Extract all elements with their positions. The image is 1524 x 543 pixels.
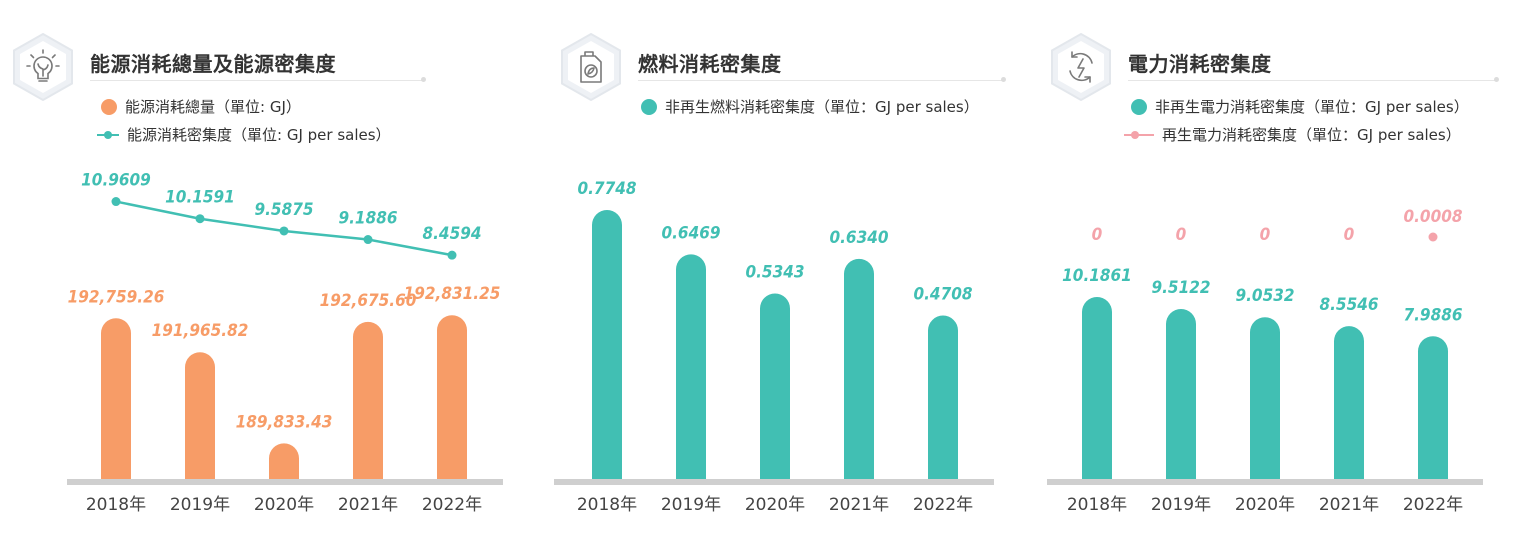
legend-item: 非再生電力消耗密集度（單位：GJ per sales） xyxy=(1131,96,1469,117)
bar xyxy=(1418,336,1448,479)
panel-title: 燃料消耗密集度 xyxy=(638,52,782,76)
data-label: 192,831.25 xyxy=(404,284,501,304)
data-label: 8.4594 xyxy=(422,224,481,244)
x-tick-label: 2022年 xyxy=(1403,495,1463,515)
fuel-panel: 燃料消耗密集度 非再生燃料消耗密集度（單位：GJ per sales） 0.77… xyxy=(548,0,1018,543)
legend-item: 能源消耗總量（單位: GJ） xyxy=(101,96,301,117)
data-label: 0.4708 xyxy=(913,285,972,305)
data-label: 8.5546 xyxy=(1319,295,1378,315)
data-label: 10.9609 xyxy=(81,171,151,191)
energy-panel: 能源消耗總量及能源密集度 能源消耗總量（單位: GJ） 能源消耗密集度（單位: … xyxy=(0,0,510,543)
fuel-can-icon xyxy=(556,32,626,102)
data-label: 0.0008 xyxy=(1403,207,1462,227)
data-label: 0.6469 xyxy=(661,223,720,243)
x-tick-label: 2021年 xyxy=(829,495,889,515)
bar xyxy=(676,254,706,479)
x-axis xyxy=(554,479,994,485)
data-label: 0.5343 xyxy=(745,262,804,282)
data-label: 9.5875 xyxy=(254,200,313,220)
x-tick-label: 2020年 xyxy=(1235,495,1295,515)
title-divider-dot xyxy=(1494,77,1499,82)
x-tick-label: 2020年 xyxy=(254,495,314,515)
bar xyxy=(760,293,790,479)
x-tick-label: 2019年 xyxy=(1151,495,1211,515)
x-tick-label: 2018年 xyxy=(86,495,146,515)
data-label: 0.7748 xyxy=(577,179,636,199)
data-label: 0 xyxy=(1176,225,1187,245)
data-label: 10.1861 xyxy=(1062,266,1132,286)
data-label: 192,759.26 xyxy=(68,287,165,307)
legend-marker xyxy=(1124,128,1154,142)
bar xyxy=(928,315,958,479)
data-label: 0 xyxy=(1092,225,1103,245)
x-axis xyxy=(67,479,503,485)
x-tick-label: 2022年 xyxy=(913,495,973,515)
bar xyxy=(101,318,131,479)
bar xyxy=(1166,309,1196,479)
data-label: 9.5122 xyxy=(1151,278,1210,298)
bar xyxy=(437,315,467,479)
data-label: 0 xyxy=(1260,225,1271,245)
legend-item: 非再生燃料消耗密集度（單位：GJ per sales） xyxy=(641,96,979,117)
line-point xyxy=(447,250,457,260)
data-label: 9.0532 xyxy=(1235,286,1294,306)
line-point xyxy=(1428,232,1438,242)
bar xyxy=(185,352,215,479)
data-label: 192,675.60 xyxy=(320,291,417,311)
legend-item: 能源消耗密集度（單位: GJ per sales） xyxy=(97,124,391,145)
energy-chart: 192,759.26 191,965.82 189,833.43 192,675.60… xyxy=(67,171,503,515)
data-label: 10.1591 xyxy=(165,188,235,208)
x-tick-label: 2018年 xyxy=(1067,495,1127,515)
line-point xyxy=(111,197,121,207)
bar xyxy=(844,258,874,479)
legend-marker xyxy=(101,98,117,115)
x-axis xyxy=(1047,479,1483,485)
legend-marker xyxy=(97,128,119,142)
x-tick-label: 2018年 xyxy=(577,495,637,515)
legend-marker xyxy=(641,98,657,115)
bar xyxy=(353,321,383,479)
fuel-chart: 0.7748 0.6469 0.5343 0.6340 0.4708 2018年 2019年… xyxy=(554,179,994,515)
title-divider xyxy=(638,80,1003,81)
x-tick-label: 2019年 xyxy=(170,495,230,515)
bar xyxy=(269,443,299,479)
title-divider xyxy=(1128,80,1495,81)
x-tick-label: 2021年 xyxy=(338,495,398,515)
title-divider-dot xyxy=(421,77,426,82)
x-tick-label: 2020年 xyxy=(745,495,805,515)
data-label: 189,833.43 xyxy=(236,412,333,432)
line-point xyxy=(279,226,289,236)
panel-title: 電力消耗密集度 xyxy=(1128,52,1272,76)
x-tick-label: 2019年 xyxy=(661,495,721,515)
legend-item: 再生電力消耗密集度（單位：GJ per sales） xyxy=(1124,124,1461,145)
electricity-panel: 電力消耗密集度 非再生電力消耗密集度（單位：GJ per sales） 再生電力… xyxy=(1038,0,1524,543)
panel-title: 能源消耗總量及能源密集度 xyxy=(90,52,336,76)
line-point xyxy=(195,214,205,224)
title-divider xyxy=(90,80,423,81)
data-label: 7.9886 xyxy=(1403,305,1462,325)
data-label: 0.6340 xyxy=(829,228,888,248)
x-tick-label: 2021年 xyxy=(1319,495,1379,515)
bar xyxy=(1250,317,1280,479)
electricity-chart: 10.1861 9.5122 9.0532 8.5546 7.9886 0 0 0 0 0.000… xyxy=(1047,207,1483,515)
data-label: 9.1886 xyxy=(338,209,397,229)
legend-marker xyxy=(1131,98,1147,115)
data-label: 0 xyxy=(1344,225,1355,245)
lightbulb-icon xyxy=(8,32,78,102)
x-tick-label: 2022年 xyxy=(422,495,482,515)
bar xyxy=(1082,297,1112,479)
bar xyxy=(592,210,622,479)
bar xyxy=(1334,326,1364,479)
data-label: 191,965.82 xyxy=(152,321,249,341)
line-point xyxy=(363,235,373,245)
electricity-icon xyxy=(1046,32,1116,102)
title-divider-dot xyxy=(1001,77,1006,82)
